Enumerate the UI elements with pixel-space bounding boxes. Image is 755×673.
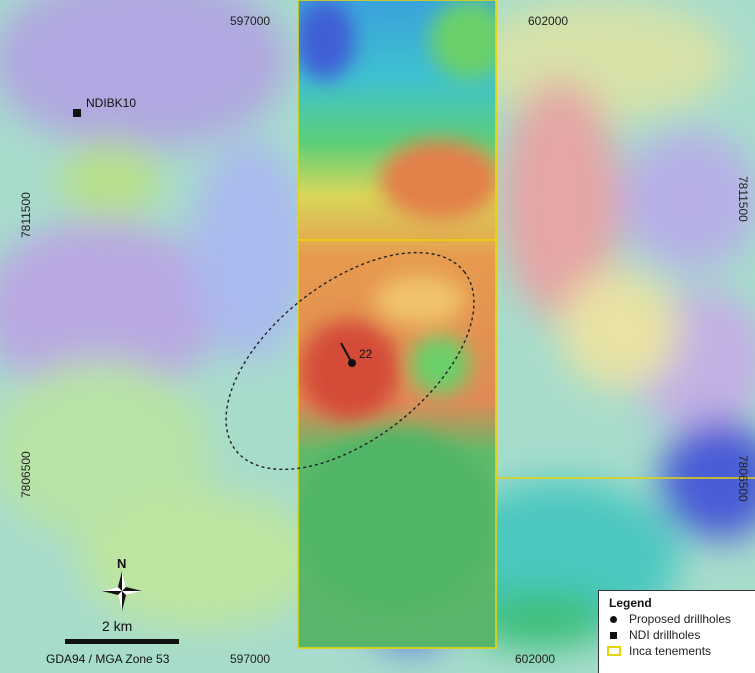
northing-label-left-upper: 7811500 xyxy=(19,192,33,238)
northing-label-right-lower: 7806500 xyxy=(736,455,750,502)
north-arrow-icon xyxy=(102,571,142,611)
legend-item-ndi-drillholes: NDI drillholes xyxy=(609,627,755,643)
target-ellipse xyxy=(225,251,475,471)
easting-label-bottom-left: 597000 xyxy=(230,652,271,666)
scale-bar xyxy=(65,639,179,644)
legend-panel: Legend Proposed drillholes NDI drillhole… xyxy=(598,590,755,673)
north-letter: N xyxy=(117,556,127,571)
rectangle-outline-icon xyxy=(607,646,629,656)
square-icon xyxy=(609,631,629,639)
legend-item-proposed-drillholes: Proposed drillholes xyxy=(609,611,755,627)
easting-label-bottom-right: 602000 xyxy=(515,652,556,666)
legend-item-inca-tenements: Inca tenements xyxy=(607,643,755,659)
legend-item-label: NDI drillholes xyxy=(629,628,701,642)
legend-item-label: Inca tenements xyxy=(629,644,712,658)
northing-label-left-lower: 7806500 xyxy=(19,451,33,498)
ndi-drillhole-marker xyxy=(73,109,81,117)
easting-label-top-left: 597000 xyxy=(230,14,271,28)
legend-title: Legend xyxy=(609,596,652,610)
crs-label: GDA94 / MGA Zone 53 xyxy=(46,652,170,666)
proposed-drillhole-label: 22 xyxy=(359,347,373,361)
scale-bar-label: 2 km xyxy=(102,618,133,634)
easting-label-top-right: 602000 xyxy=(528,14,569,28)
circle-icon xyxy=(609,615,629,623)
tenement-outlines xyxy=(297,0,755,649)
legend-item-label: Proposed drillholes xyxy=(629,612,732,626)
proposed-drillhole-marker xyxy=(348,359,356,367)
ndi-drillhole-label: NDIBK10 xyxy=(86,96,137,110)
northing-label-right-upper: 7811500 xyxy=(736,176,750,222)
